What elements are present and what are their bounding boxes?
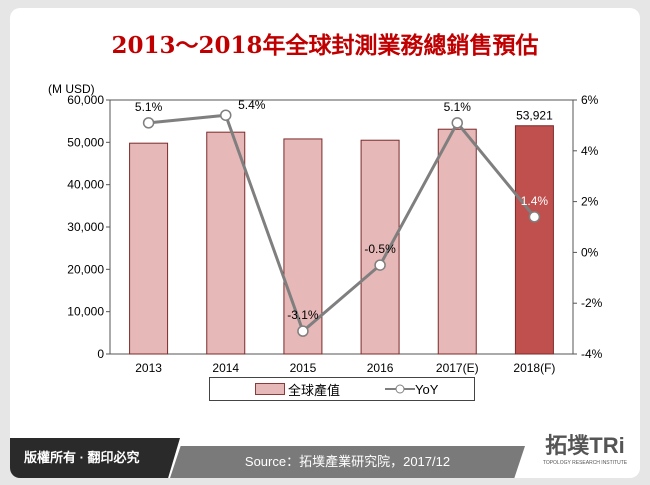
bar [437, 128, 477, 355]
yoy-point [374, 259, 386, 271]
x-tick-label: 2013 [135, 361, 162, 375]
y2-tick-label: 6% [581, 93, 599, 107]
y2-tick-label: -2% [581, 296, 603, 310]
x-tick-label: 2016 [367, 361, 394, 375]
y2-tick-label: 0% [581, 245, 599, 259]
logo-text: 拓墣TRi [545, 433, 625, 458]
y-axis-label: (M USD) [48, 82, 95, 96]
y2-tick-label: 4% [581, 144, 599, 158]
yoy-point [451, 117, 463, 129]
y2-tick-label: 2% [581, 195, 599, 209]
yoy-data-label: 5.1% [135, 100, 163, 114]
legend-bar-swatch [255, 383, 285, 395]
yoy-data-label: 1.4% [521, 194, 549, 208]
yoy-data-label: -3.1% [287, 308, 319, 322]
legend-bar: 全球產值 [255, 380, 340, 399]
x-tick-label: 2014 [212, 361, 239, 375]
x-tick-label: 2017(E) [436, 361, 479, 375]
x-tick-label: 2018(F) [513, 361, 555, 375]
bar [360, 139, 400, 355]
legend-line: YoY [385, 382, 438, 397]
legend-line-swatch [385, 384, 416, 394]
yoy-point [220, 109, 232, 121]
y-tick-label: 50,000 [67, 135, 104, 149]
legend-line-label: YoY [415, 381, 439, 397]
legend-bar-label: 全球產值 [288, 382, 341, 398]
bar [206, 131, 246, 355]
page-title: 2013～2018年全球封測業務總銷售預估 [111, 32, 539, 59]
copyright: 版權所有 · 翻印必究 [10, 438, 180, 478]
yoy-point [297, 325, 309, 337]
y-tick-label: 30,000 [67, 220, 104, 234]
bar [514, 125, 554, 355]
bar [129, 142, 169, 355]
logo-subtext: TOPOLOGY RESEARCH INSTITUTE [542, 460, 628, 466]
bar-data-label: 53,921 [516, 109, 553, 123]
footer: 版權所有 · 翻印必究 Source：拓墣產業研究院，2017/12 拓墣TRi… [10, 433, 640, 478]
yoy-data-label: -0.5% [364, 242, 396, 256]
yoy-point [142, 117, 155, 129]
source: Source：拓墣產業研究院，2017/12 [170, 446, 525, 478]
y-tick-label: 0 [97, 347, 104, 361]
legend: 全球產值 YoY [209, 377, 475, 401]
yoy-data-label: 5.1% [444, 100, 472, 114]
y-tick-label: 20,000 [67, 262, 104, 276]
logo: 拓墣TRi TOPOLOGY RESEARCH INSTITUTE [530, 428, 640, 478]
y-tick-label: 40,000 [67, 178, 104, 192]
bar [283, 138, 323, 355]
x-tick-label: 2015 [290, 361, 317, 375]
yoy-point [528, 211, 541, 223]
yoy-data-label: 5.4% [238, 98, 266, 112]
y2-tick-label: -4% [581, 347, 603, 361]
yoy-line [148, 113, 536, 334]
y-tick-label: 10,000 [67, 305, 104, 319]
y-tick-label: 60,000 [67, 93, 104, 107]
